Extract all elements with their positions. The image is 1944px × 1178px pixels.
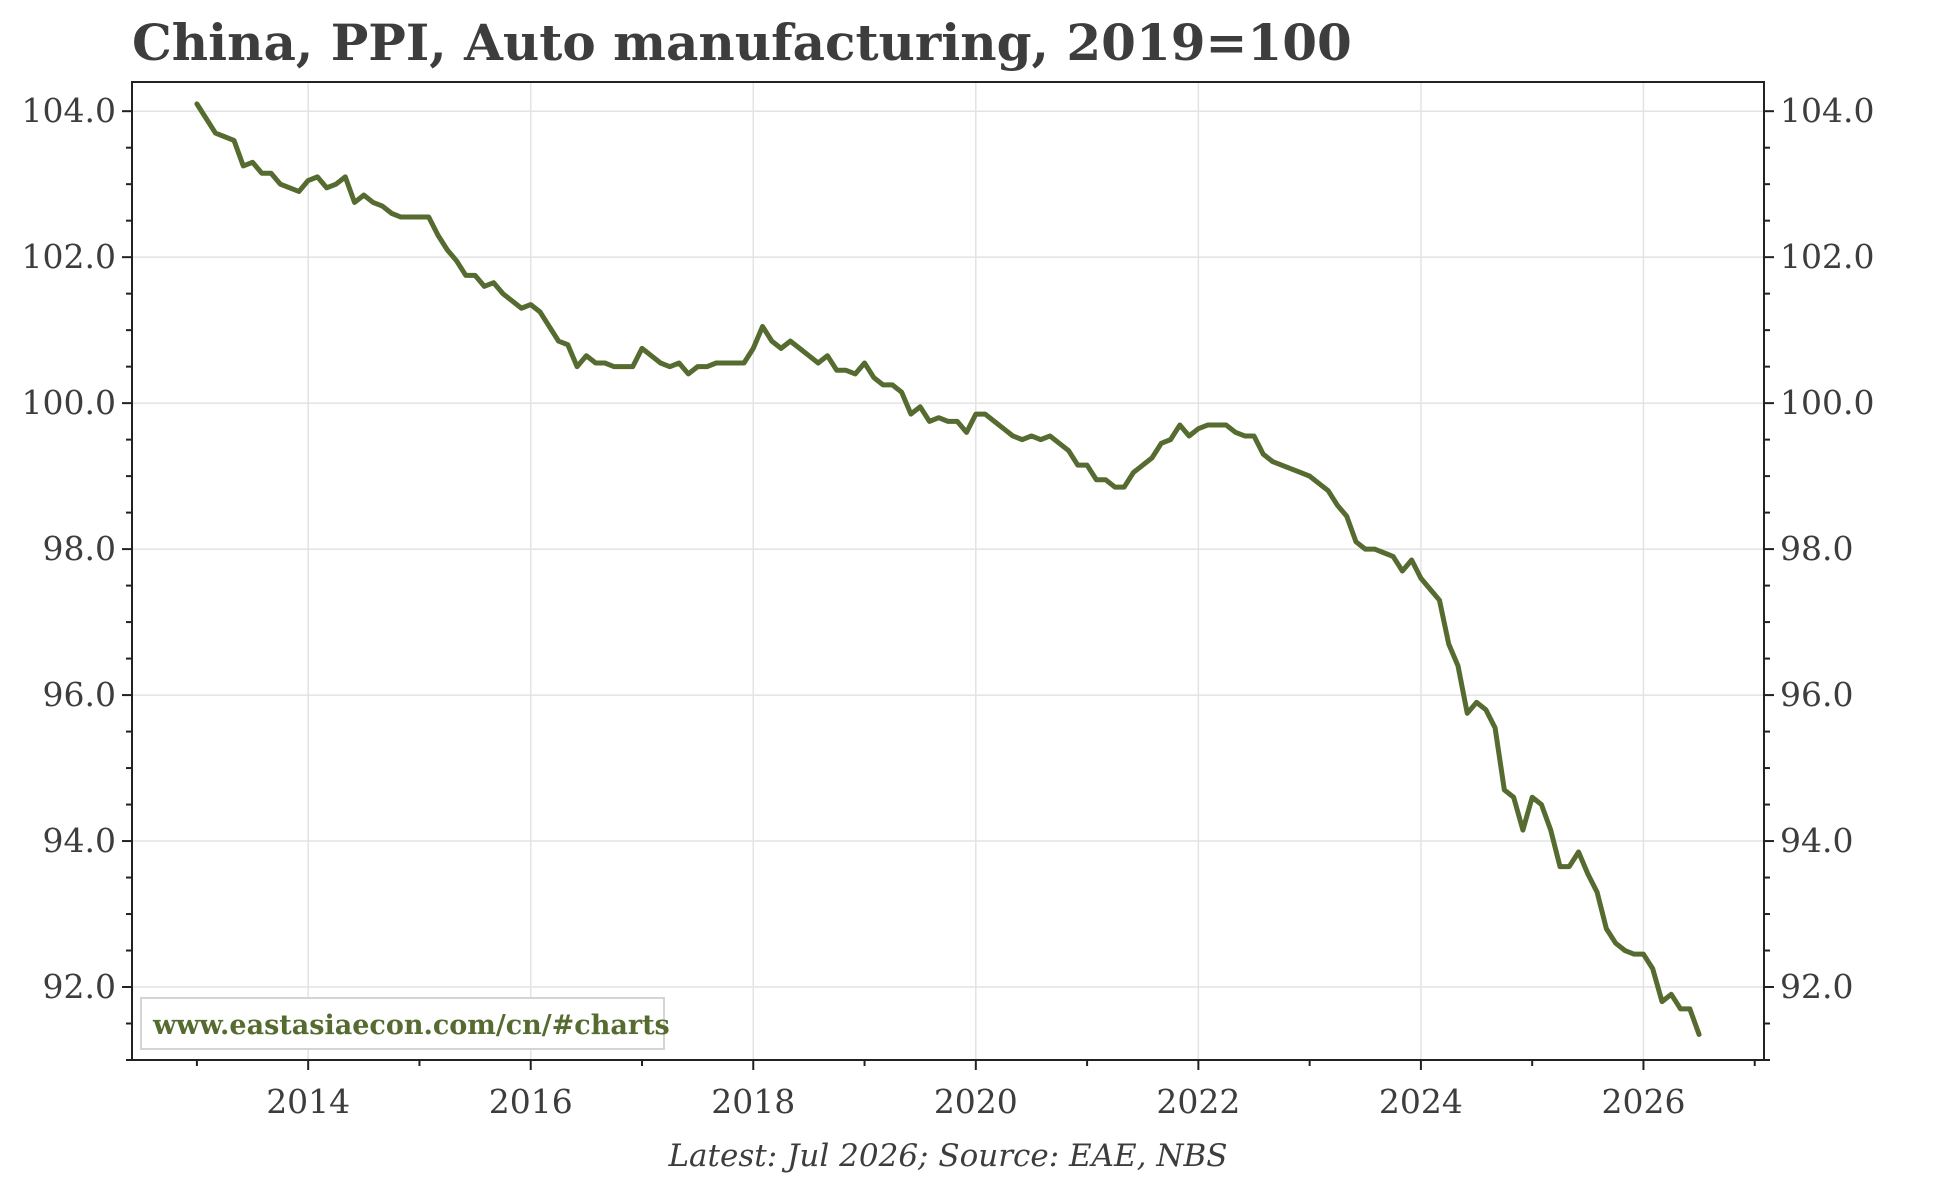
y-axis-left: 92.0 94.0 96.0 98.0 100.0 102.0 104.0 <box>22 91 132 1061</box>
y-tick-label-right: 94.0 <box>1780 821 1853 860</box>
y-tick-label-right: 100.0 <box>1780 383 1874 422</box>
x-tick-label: 2018 <box>711 1082 795 1121</box>
x-tick-label: 2020 <box>934 1082 1018 1121</box>
y-tick-label-right: 104.0 <box>1780 91 1874 130</box>
y-tick-label-right: 98.0 <box>1780 529 1853 568</box>
y-tick-label-right: 92.0 <box>1780 967 1853 1006</box>
x-axis: 2014 2016 2018 2020 2022 2024 2026 <box>195 1060 1756 1121</box>
x-tick-label: 2024 <box>1379 1082 1463 1121</box>
x-tick-label: 2016 <box>489 1082 573 1121</box>
y-tick-label-left: 94.0 <box>43 821 116 860</box>
y-tick-label-right: 102.0 <box>1780 237 1874 276</box>
x-tick-label: 2026 <box>1601 1082 1685 1121</box>
series-line <box>194 101 1702 1037</box>
y-tick-label-left: 102.0 <box>22 237 116 276</box>
y-tick-label-right: 96.0 <box>1780 675 1853 714</box>
y-tick-label-left: 98.0 <box>43 529 116 568</box>
y-axis-right: 92.0 94.0 96.0 98.0 100.0 102.0 104.0 <box>1764 91 1874 1061</box>
watermark-text: www.eastasiaecon.com/cn/#charts <box>152 1010 670 1041</box>
chart-title: China, PPI, Auto manufacturing, 2019=100 <box>132 13 1352 72</box>
y-tick-label-left: 92.0 <box>43 967 116 1006</box>
grid <box>132 82 1764 1060</box>
source-note: Latest: Jul 2026; Source: EAE, NBS <box>667 1138 1227 1174</box>
y-tick-label-left: 96.0 <box>43 675 116 714</box>
x-tick-label: 2014 <box>266 1082 350 1121</box>
y-tick-label-left: 104.0 <box>22 91 116 130</box>
x-tick-label: 2022 <box>1156 1082 1240 1121</box>
watermark-box: www.eastasiaecon.com/cn/#charts <box>140 997 670 1050</box>
plot-frame <box>131 81 1765 1061</box>
y-tick-label-left: 100.0 <box>22 383 116 422</box>
